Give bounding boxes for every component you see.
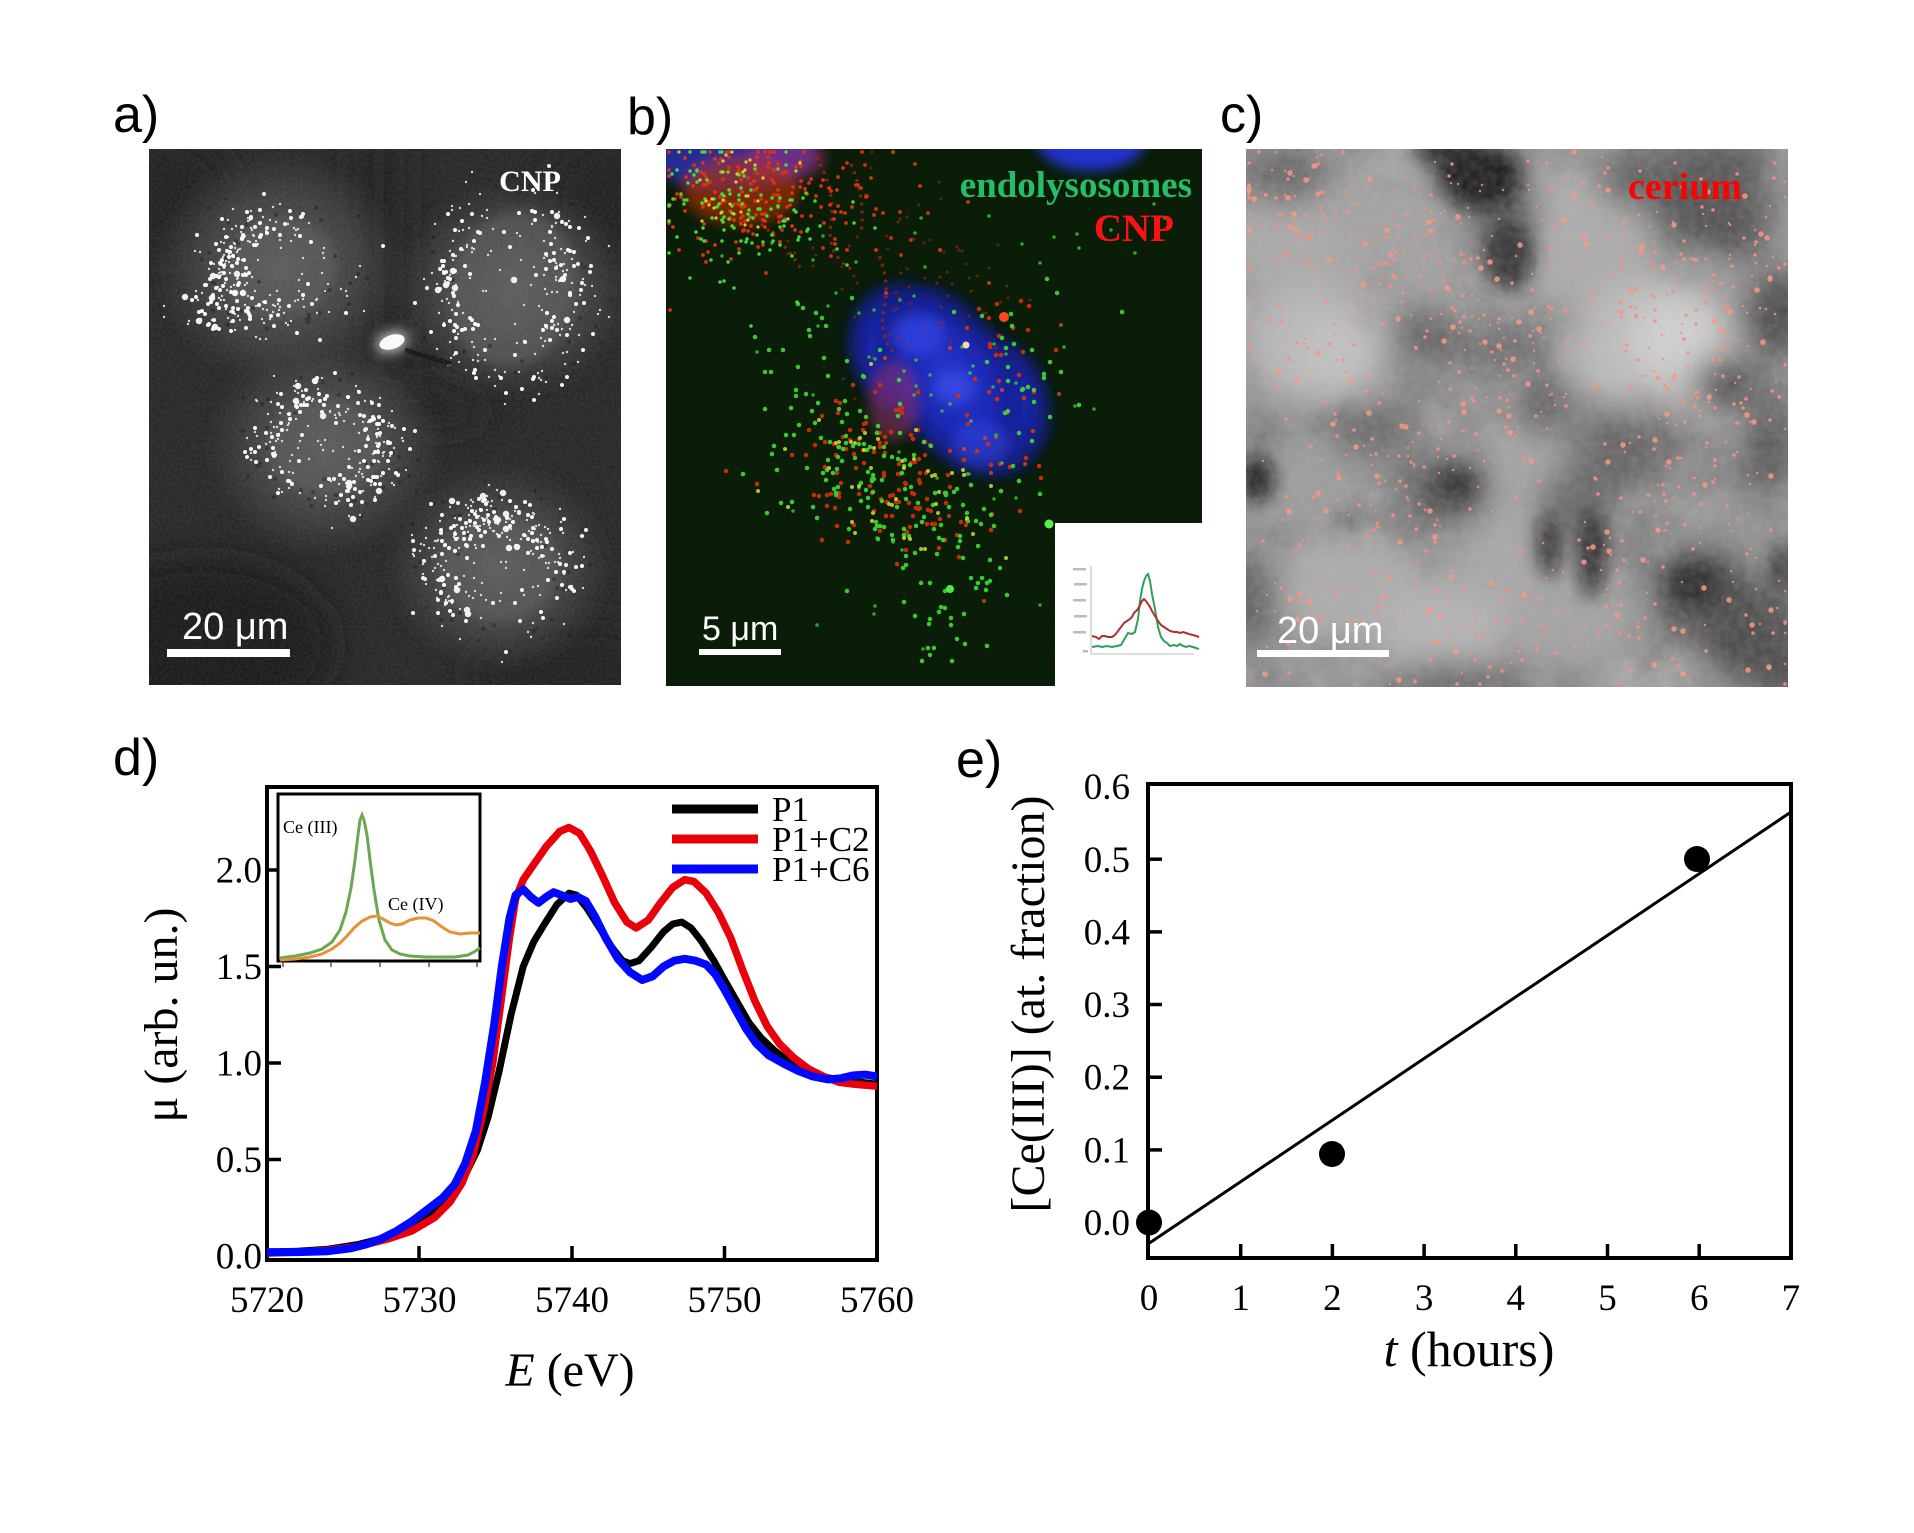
svg-text:1.5: 1.5 bbox=[216, 947, 262, 988]
svg-text:20 μm: 20 μm bbox=[182, 606, 288, 648]
svg-text:5760: 5760 bbox=[840, 1280, 914, 1321]
svg-text:0.4: 0.4 bbox=[1084, 912, 1130, 953]
svg-text:Ce (III): Ce (III) bbox=[283, 817, 337, 838]
svg-text:P1+C2: P1+C2 bbox=[772, 820, 870, 859]
svg-text:5740: 5740 bbox=[535, 1280, 609, 1321]
svg-text:0.5: 0.5 bbox=[216, 1140, 262, 1181]
svg-text:[Ce(III)] (at. fraction): [Ce(III)] (at. fraction) bbox=[1002, 795, 1055, 1212]
svg-text:0.2: 0.2 bbox=[1084, 1058, 1130, 1099]
svg-text:CNP: CNP bbox=[499, 165, 561, 198]
svg-text:5720: 5720 bbox=[230, 1280, 304, 1321]
svg-text:4: 4 bbox=[1507, 1278, 1526, 1319]
svg-text:5: 5 bbox=[1598, 1278, 1617, 1319]
svg-text:P1: P1 bbox=[772, 790, 809, 829]
svg-text:cerium: cerium bbox=[1628, 166, 1742, 208]
svg-text:0.0: 0.0 bbox=[1084, 1203, 1130, 1244]
svg-text:3: 3 bbox=[1415, 1278, 1434, 1319]
svg-text:Ce (IV): Ce (IV) bbox=[388, 894, 443, 915]
svg-text:7: 7 bbox=[1782, 1278, 1801, 1319]
svg-text:1.0: 1.0 bbox=[216, 1044, 262, 1085]
svg-text:2: 2 bbox=[1323, 1278, 1342, 1319]
svg-text:2.0: 2.0 bbox=[216, 851, 262, 892]
svg-text:5750: 5750 bbox=[688, 1280, 762, 1321]
svg-text:1: 1 bbox=[1231, 1278, 1250, 1319]
svg-text:0.0: 0.0 bbox=[216, 1237, 262, 1278]
svg-text:5730: 5730 bbox=[383, 1280, 457, 1321]
svg-text:0: 0 bbox=[1140, 1278, 1159, 1319]
svg-text:t (hours): t (hours) bbox=[1384, 1321, 1555, 1377]
svg-text:P1+C6: P1+C6 bbox=[772, 850, 870, 889]
svg-text:CNP: CNP bbox=[1094, 207, 1174, 250]
svg-text:20 μm: 20 μm bbox=[1277, 610, 1383, 652]
svg-text:E (eV): E (eV) bbox=[504, 1344, 634, 1397]
svg-text:μ (arb. un.): μ (arb. un.) bbox=[135, 908, 188, 1123]
svg-text:0.3: 0.3 bbox=[1084, 985, 1130, 1026]
svg-text:endolysosomes: endolysosomes bbox=[960, 165, 1192, 206]
svg-text:0.5: 0.5 bbox=[1084, 840, 1130, 881]
svg-text:0.6: 0.6 bbox=[1084, 767, 1130, 808]
svg-text:0.1: 0.1 bbox=[1084, 1130, 1130, 1171]
svg-text:5 μm: 5 μm bbox=[702, 610, 778, 648]
svg-text:6: 6 bbox=[1690, 1278, 1709, 1319]
